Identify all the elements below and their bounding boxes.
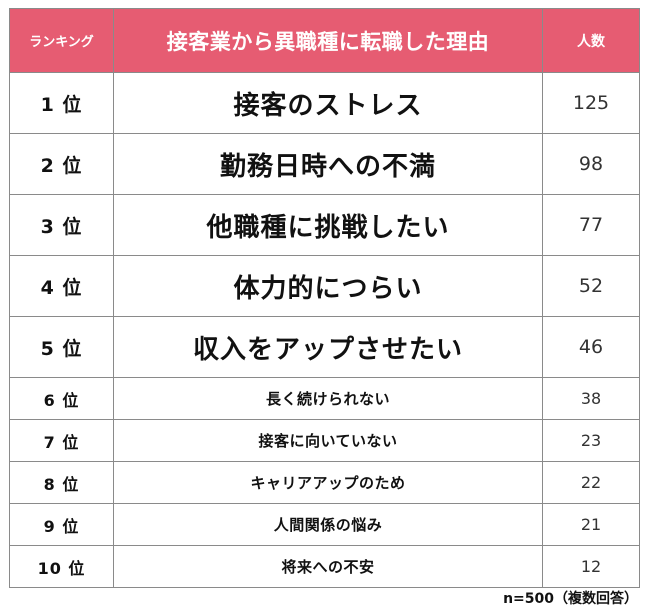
rank-cell: 7 位 bbox=[9, 419, 114, 462]
reason-cell: 体力的につらい bbox=[113, 255, 543, 317]
reason-cell: 将来への不安 bbox=[113, 545, 543, 588]
count-cell: 38 bbox=[542, 377, 640, 420]
rank-cell: 2 位 bbox=[9, 133, 114, 195]
header-row: ランキング 接客業から異職種に転職した理由 人数 bbox=[9, 8, 640, 73]
reason-cell: 人間関係の悩み bbox=[113, 503, 543, 546]
reason-column-header: 接客業から異職種に転職した理由 bbox=[113, 8, 543, 73]
table-row: 4 位 体力的につらい 52 bbox=[9, 255, 640, 317]
ranking-table: ランキング 接客業から異職種に転職した理由 人数 1 位 接客のストレス 125… bbox=[9, 8, 640, 588]
rank-cell: 5 位 bbox=[9, 316, 114, 378]
table-row: 1 位 接客のストレス 125 bbox=[9, 72, 640, 134]
count-cell: 52 bbox=[542, 255, 640, 317]
rank-cell: 10 位 bbox=[9, 545, 114, 588]
rank-cell: 1 位 bbox=[9, 72, 114, 134]
reason-cell: 収入をアップさせたい bbox=[113, 316, 543, 378]
rank-cell: 3 位 bbox=[9, 194, 114, 256]
table-row: 8 位 キャリアアップのため 22 bbox=[9, 461, 640, 504]
count-cell: 23 bbox=[542, 419, 640, 462]
reason-cell: キャリアアップのため bbox=[113, 461, 543, 504]
reason-cell: 他職種に挑戦したい bbox=[113, 194, 543, 256]
count-cell: 12 bbox=[542, 545, 640, 588]
rank-cell: 8 位 bbox=[9, 461, 114, 504]
table-row: 2 位 勤務日時への不満 98 bbox=[9, 133, 640, 195]
count-column-header: 人数 bbox=[542, 8, 640, 73]
table-row: 9 位 人間関係の悩み 21 bbox=[9, 503, 640, 546]
rank-cell: 4 位 bbox=[9, 255, 114, 317]
reason-cell: 接客のストレス bbox=[113, 72, 543, 134]
rank-cell: 6 位 bbox=[9, 377, 114, 420]
count-cell: 98 bbox=[542, 133, 640, 195]
table-row: 5 位 収入をアップさせたい 46 bbox=[9, 316, 640, 378]
table-row: 7 位 接客に向いていない 23 bbox=[9, 419, 640, 462]
count-cell: 22 bbox=[542, 461, 640, 504]
sample-size-note: n=500（複数回答） bbox=[503, 591, 638, 607]
count-cell: 125 bbox=[542, 72, 640, 134]
reason-cell: 長く続けられない bbox=[113, 377, 543, 420]
count-cell: 77 bbox=[542, 194, 640, 256]
table-row: 3 位 他職種に挑戦したい 77 bbox=[9, 194, 640, 256]
count-cell: 21 bbox=[542, 503, 640, 546]
reason-cell: 勤務日時への不満 bbox=[113, 133, 543, 195]
table-row: 6 位 長く続けられない 38 bbox=[9, 377, 640, 420]
reason-cell: 接客に向いていない bbox=[113, 419, 543, 462]
rank-cell: 9 位 bbox=[9, 503, 114, 546]
table-row: 10 位 将来への不安 12 bbox=[9, 545, 640, 588]
count-cell: 46 bbox=[542, 316, 640, 378]
rank-column-header: ランキング bbox=[9, 8, 114, 73]
